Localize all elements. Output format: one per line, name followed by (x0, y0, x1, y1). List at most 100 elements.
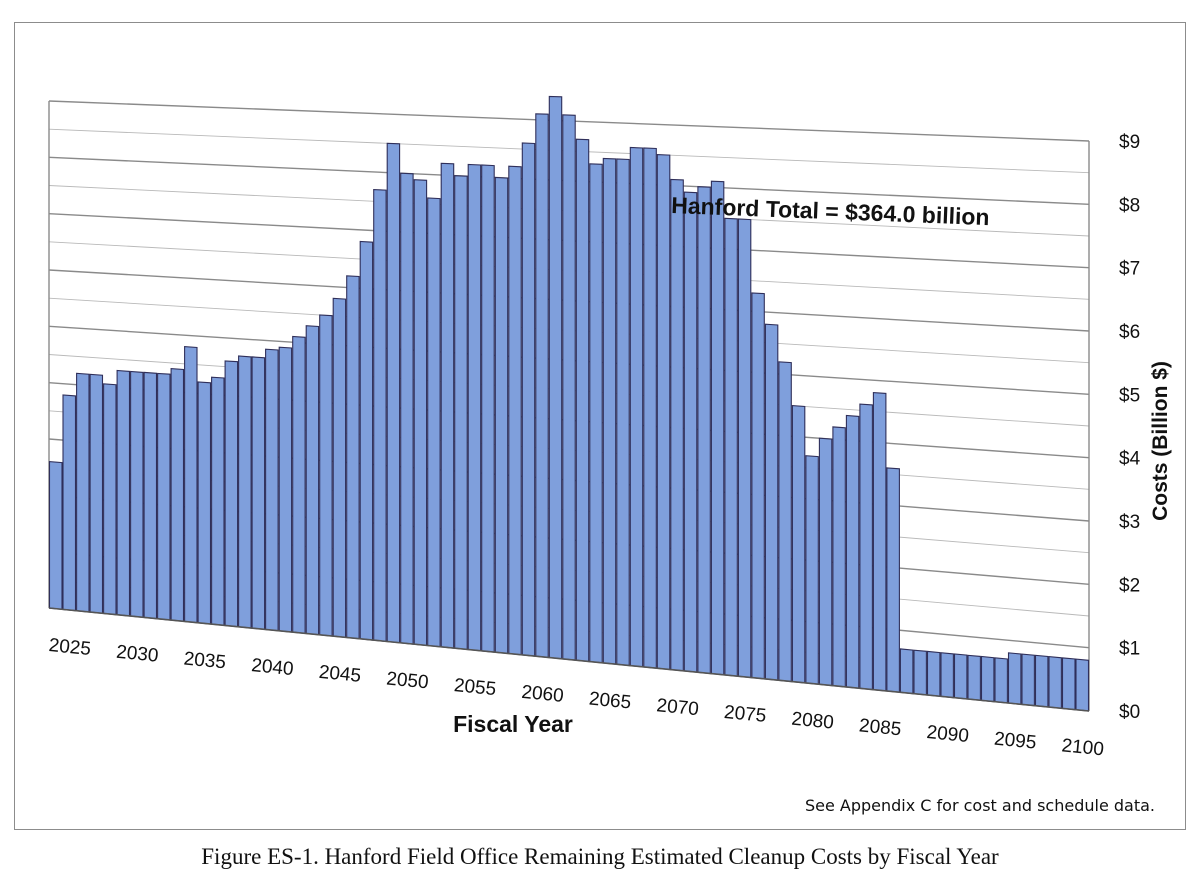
bar-2090 (940, 652, 954, 699)
axes (48, 607, 1090, 712)
x-tick-label: 2050 (385, 668, 429, 693)
bar-2060 (535, 113, 549, 659)
figure-caption: Figure ES-1. Hanford Field Office Remain… (201, 844, 999, 869)
bar-2076 (751, 292, 765, 680)
bar-2066 (616, 158, 630, 667)
x-tick-label: 2080 (791, 709, 835, 734)
bar-2028 (103, 383, 117, 616)
appendix-note: See Appendix C for cost and schedule dat… (804, 796, 1155, 815)
bar-2048 (373, 189, 387, 643)
y-tick-label: $9 (1119, 132, 1140, 153)
bar-2057 (494, 176, 509, 655)
bar-2095 (1007, 652, 1022, 705)
x-tick-label: 2100 (1061, 735, 1105, 760)
bar-2037 (224, 360, 239, 628)
y-tick-label: $5 (1119, 385, 1140, 406)
bar-2064 (589, 163, 603, 664)
bar-2088 (913, 649, 927, 696)
bar-2086 (886, 467, 900, 693)
bar-2027 (89, 373, 104, 614)
bars (48, 95, 1090, 712)
bar-2080 (805, 455, 819, 685)
bar-2051 (413, 179, 428, 647)
bar-2054 (454, 175, 468, 651)
x-tick-label: 2060 (520, 682, 564, 707)
bar-2072 (697, 186, 711, 675)
chart-svg: 2025 2030 2035 2040 2045 2050 2055 2060 2065 2070… (48, 95, 1172, 760)
bar-2065 (602, 157, 617, 665)
bar-2047 (359, 240, 374, 641)
bar-2029 (116, 369, 131, 617)
bar-2032 (157, 372, 171, 621)
bar-2058 (508, 165, 522, 656)
bar-2052 (427, 197, 441, 648)
bar-2053 (440, 162, 455, 649)
x-axis-label: Fiscal Year (453, 711, 573, 737)
bar-2094 (994, 657, 1008, 704)
bar-2097 (1034, 654, 1049, 708)
x-tick-label: 2040 (250, 655, 294, 680)
bar-2062 (562, 114, 576, 661)
bar-2068 (643, 147, 657, 669)
y-tick-labels: $0 $1 $2 $3 $4 $5 $6 $7 $8 $9 (1119, 132, 1141, 723)
bar-2069 (656, 154, 671, 671)
x-tick-label: 2095 (993, 729, 1037, 754)
y-tick-label: $2 (1119, 575, 1140, 596)
bar-2096 (1021, 653, 1035, 707)
bar-2045 (332, 297, 347, 639)
bar-2093 (980, 655, 995, 703)
bar-2099 (1061, 657, 1076, 711)
bar-2050 (400, 172, 414, 645)
bar-2063 (575, 138, 590, 663)
bar-2040 (265, 348, 279, 632)
bar-2089 (926, 650, 941, 697)
bar-2033 (170, 368, 185, 622)
bar-2070 (670, 178, 684, 672)
bar-2024 (48, 461, 63, 610)
bar-2071 (683, 191, 698, 673)
bar-2043 (305, 325, 320, 636)
bar-2085 (872, 392, 887, 692)
x-tick-label: 2090 (926, 722, 970, 747)
bar-2078 (778, 361, 792, 683)
bar-2075 (737, 218, 752, 679)
bar-2035 (197, 381, 212, 625)
x-tick-label: 2025 (48, 635, 92, 660)
x-tick-label: 2055 (453, 675, 497, 700)
bar-2059 (521, 142, 536, 657)
bar-2039 (251, 356, 266, 630)
x-tick-label: 2035 (183, 648, 227, 673)
y-tick-label: $6 (1119, 322, 1140, 343)
y-tick-label: $8 (1119, 195, 1140, 216)
bar-2038 (238, 355, 252, 629)
bar-2081 (818, 437, 833, 687)
bar-2083 (845, 414, 860, 689)
bar-2049 (386, 142, 401, 644)
x-tick-labels: 2025 2030 2035 2040 2045 2050 2055 2060 2065 2070… (48, 635, 1105, 760)
bar-2055 (467, 163, 482, 652)
y-axis-label: Costs (Billion $) (1149, 361, 1172, 521)
bar-2034 (184, 346, 198, 624)
bar-2046 (346, 275, 360, 640)
bar-2077 (764, 323, 779, 681)
bar-2030 (130, 370, 144, 618)
bar-2041 (278, 346, 293, 633)
x-tick-label: 2075 (723, 702, 767, 727)
chart-frame: 2025 2030 2035 2040 2045 2050 2055 2060 2065 2070… (14, 22, 1186, 830)
bar-2100 (1075, 658, 1090, 712)
bar-2026 (76, 372, 90, 613)
y-tick-label: $4 (1119, 449, 1141, 470)
bar-2082 (832, 426, 846, 688)
x-axis-line (48, 607, 1090, 712)
bar-2091 (953, 653, 968, 700)
bar-2092 (967, 654, 981, 701)
x-tick-label: 2085 (858, 715, 902, 740)
bar-2044 (319, 314, 333, 637)
y-tick-label: $3 (1119, 512, 1140, 533)
bar-2084 (859, 403, 873, 691)
bar-2074 (724, 217, 738, 677)
bar-2098 (1048, 655, 1062, 709)
y-tick-label: $1 (1119, 639, 1140, 660)
bar-2042 (292, 335, 306, 635)
x-tick-label: 2070 (656, 695, 700, 720)
